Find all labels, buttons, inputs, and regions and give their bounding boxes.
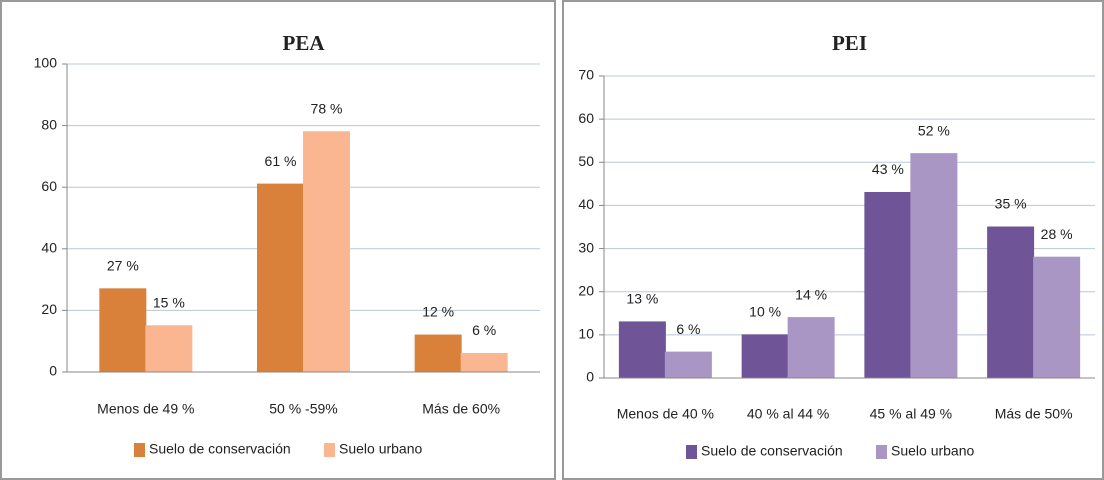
y-tick-label: 50 (578, 153, 594, 169)
data-label: 27 % (107, 258, 139, 274)
chart-title: PEA (283, 31, 326, 55)
legend-swatch (324, 443, 335, 457)
chart-title: PEI (832, 31, 867, 55)
data-label: 14 % (795, 286, 827, 302)
bar (741, 334, 789, 379)
data-label: 52 % (918, 122, 950, 138)
y-tick-label: 20 (41, 301, 57, 317)
data-label: 78 % (311, 100, 343, 116)
bar (257, 183, 304, 373)
data-label: 13 % (626, 291, 658, 307)
bar (787, 317, 835, 379)
bar (460, 353, 508, 373)
x-tick-label: 45 % al 49 % (870, 406, 953, 422)
y-tick-label: 20 (578, 282, 594, 298)
y-tick-label: 100 (34, 55, 58, 71)
y-tick-label: 70 (578, 67, 594, 83)
data-label: 28 % (1041, 226, 1073, 242)
bar (618, 321, 666, 379)
y-tick-label: 40 (578, 196, 594, 212)
y-tick-label: 0 (586, 369, 594, 385)
x-tick-label: Menos de 49 % (97, 401, 194, 417)
y-tick-label: 60 (41, 178, 57, 194)
bar (987, 226, 1035, 379)
data-label: 35 % (995, 196, 1027, 212)
data-label: 10 % (749, 304, 781, 320)
bar (864, 191, 912, 379)
legend-label: Suelo urbano (339, 441, 423, 457)
bar (910, 153, 958, 379)
bar (1033, 256, 1081, 379)
x-tick-label: 50 % -59% (269, 401, 337, 417)
data-label: 12 % (422, 304, 454, 320)
bar (664, 351, 712, 379)
y-tick-label: 30 (578, 239, 594, 255)
x-tick-label: Más de 50% (995, 406, 1073, 422)
data-label: 43 % (872, 161, 904, 177)
data-label: 61 % (265, 153, 297, 169)
legend-swatch (876, 445, 887, 459)
x-tick-label: Menos de 40 % (617, 406, 714, 422)
legend-label: Suelo urbano (891, 443, 975, 459)
x-tick-label: 40 % al 44 % (747, 406, 830, 422)
y-tick-label: 60 (578, 110, 594, 126)
x-tick-label: Más de 60% (422, 401, 500, 417)
legend-label: Suelo de conservación (701, 443, 843, 459)
legend-swatch (686, 445, 697, 459)
legend-label: Suelo de conservación (149, 441, 291, 457)
bar (303, 131, 350, 373)
bar (99, 288, 147, 373)
data-label: 6 % (472, 322, 496, 338)
y-tick-label: 0 (49, 363, 57, 379)
bar (414, 334, 462, 373)
data-label: 15 % (153, 295, 185, 311)
bar (145, 325, 193, 373)
y-tick-label: 80 (41, 116, 57, 132)
legend-swatch (134, 443, 145, 457)
y-tick-label: 40 (41, 240, 57, 256)
data-label: 6 % (676, 321, 700, 337)
y-tick-label: 10 (578, 326, 594, 342)
